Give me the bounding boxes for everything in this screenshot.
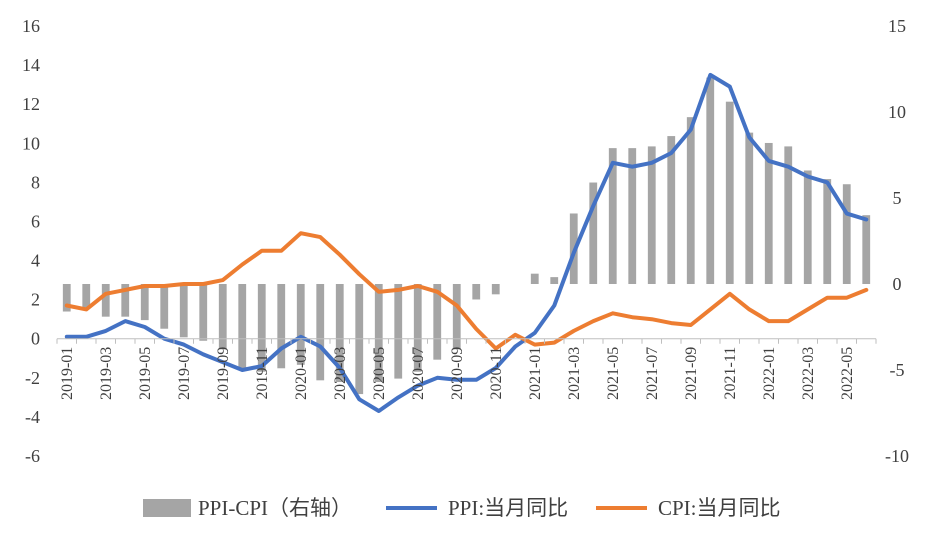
x-tick-label: 2021-03 <box>566 347 583 400</box>
x-tick-label: 2021-09 <box>683 347 700 400</box>
x-tick-label: 2019-07 <box>176 347 193 400</box>
right-tick-label: 10 <box>888 102 906 122</box>
bar <box>179 284 188 338</box>
bar <box>725 101 734 285</box>
right-axis: -10 -5 0 5 10 15 <box>885 16 909 466</box>
bar <box>160 284 169 329</box>
line-series <box>64 72 869 413</box>
right-tick-label: 15 <box>888 16 906 36</box>
bar <box>784 146 793 284</box>
bar <box>316 284 325 381</box>
x-tick-label: 2021-07 <box>644 347 661 400</box>
bar <box>374 284 383 383</box>
x-tick-label: 2020-03 <box>332 347 349 400</box>
left-tick-label: 6 <box>31 211 40 231</box>
bar <box>433 284 442 360</box>
x-tick-label: 2020-05 <box>371 347 388 400</box>
bar <box>257 284 266 372</box>
x-tick-label: 2022-01 <box>761 347 778 400</box>
bar <box>842 184 851 284</box>
x-tick-label: 2019-09 <box>215 347 232 400</box>
bar <box>199 284 208 341</box>
x-tick-label: 2019-01 <box>59 347 76 400</box>
right-tick-label: 5 <box>893 188 902 208</box>
bar <box>686 117 695 284</box>
left-tick-label: 16 <box>22 16 40 36</box>
legend-label-cpi: CPI:当月同比 <box>658 496 781 520</box>
bar <box>530 273 539 284</box>
left-tick-label: 2 <box>31 290 40 310</box>
right-tick-label: 0 <box>893 274 902 294</box>
left-tick-label: 4 <box>31 251 40 271</box>
bar <box>589 182 598 284</box>
cpi-line <box>64 231 869 351</box>
x-axis: 2019-01 2019-03 2019-05 2019-07 2019-09 2019-… <box>56 338 877 400</box>
x-tick-label: 2021-01 <box>527 347 544 400</box>
legend-label-ppi: PPI:当月同比 <box>448 496 568 520</box>
bar <box>218 284 227 350</box>
x-tick-label: 2021-11 <box>722 347 739 400</box>
ppi-line <box>64 72 869 413</box>
left-tick-label: 12 <box>22 94 40 114</box>
bar <box>823 179 832 284</box>
left-axis: -6 -4 -2 0 2 4 6 8 10 12 14 16 <box>22 16 40 466</box>
legend-label-bar: PPI-CPI（右轴） <box>198 496 352 520</box>
x-tick-label: 2020-07 <box>410 347 427 400</box>
left-tick-label: -4 <box>25 407 40 427</box>
x-tick-label: 2020-11 <box>488 347 505 400</box>
left-tick-label: 14 <box>22 55 40 75</box>
bar <box>413 284 422 372</box>
x-tick-label: 2022-05 <box>839 347 856 400</box>
left-tick-label: -6 <box>25 446 40 466</box>
x-tick-label: 2019-03 <box>98 347 115 400</box>
left-tick-label: -2 <box>25 368 40 388</box>
left-tick-label: 10 <box>22 133 40 153</box>
bar <box>277 284 286 369</box>
bar <box>101 284 110 317</box>
right-tick-label: -10 <box>885 446 909 466</box>
bar <box>764 142 773 284</box>
bar <box>667 136 676 284</box>
bar <box>745 132 754 284</box>
bar <box>862 215 871 284</box>
legend: PPI-CPI（右轴） PPI:当月同比 CPI:当月同比 <box>143 496 781 520</box>
x-tick-label: 2019-05 <box>137 347 154 400</box>
bar <box>706 77 715 284</box>
bar <box>803 170 812 284</box>
bar <box>121 284 130 317</box>
bar <box>491 284 500 295</box>
left-tick-label: 8 <box>31 172 40 192</box>
x-tick-label: 2020-09 <box>449 347 466 400</box>
bar <box>628 148 637 284</box>
x-tick-label: 2019-11 <box>254 347 271 400</box>
bar <box>140 284 149 321</box>
bar <box>394 284 403 379</box>
x-tick-label: 2020-01 <box>293 347 310 400</box>
bar <box>238 284 247 369</box>
left-tick-label: 0 <box>31 329 40 349</box>
x-tick-label: 2022-03 <box>800 347 817 400</box>
bar <box>62 284 71 312</box>
bar <box>472 284 481 300</box>
bar <box>647 146 656 284</box>
right-tick-label: -5 <box>890 360 905 380</box>
bar <box>452 284 461 350</box>
bar <box>550 277 559 284</box>
bar <box>608 148 617 284</box>
bar <box>296 284 305 365</box>
x-tick-label: 2021-05 <box>605 347 622 400</box>
bar <box>335 284 344 383</box>
bar <box>82 284 91 309</box>
legend-swatch-bar <box>143 499 191 517</box>
